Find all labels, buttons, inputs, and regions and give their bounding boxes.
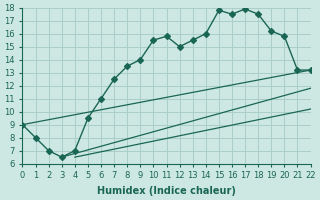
X-axis label: Humidex (Indice chaleur): Humidex (Indice chaleur) [97,186,236,196]
